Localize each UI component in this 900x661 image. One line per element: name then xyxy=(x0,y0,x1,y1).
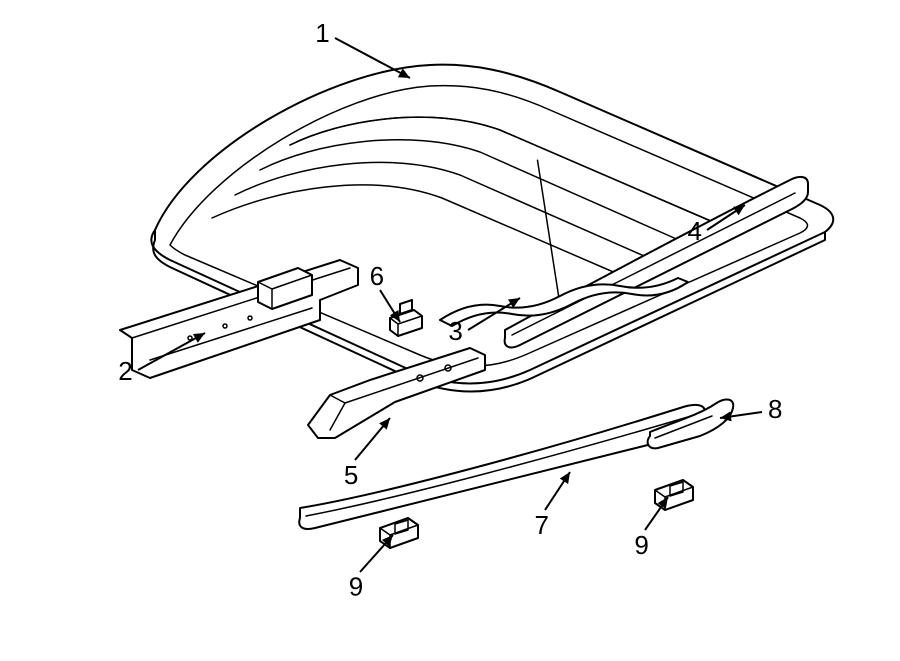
callout-label-roof-panel: 1 xyxy=(315,18,329,48)
parts-diagram: 1 2 3 4 5 6 7 8 9 9 xyxy=(0,0,900,661)
callout-label-drip-rail-clip: 9 xyxy=(349,572,363,602)
callout-label-rail-end: 8 xyxy=(768,394,782,424)
drip-rail-clip-b xyxy=(655,480,693,510)
callout-label-gusset-bracket: 5 xyxy=(344,460,358,490)
callout-label-clip: 6 xyxy=(370,261,384,291)
leader-line xyxy=(335,38,410,78)
callout-label-roof-bow: 3 xyxy=(448,316,462,346)
arrowhead-icon xyxy=(560,472,570,484)
callout-label-drip-rail-clip: 9 xyxy=(634,530,648,560)
callout-label-drip-rail: 7 xyxy=(534,510,548,540)
callout-label-side-rail-upper: 4 xyxy=(688,216,702,246)
callout-label-header-panel: 2 xyxy=(118,356,132,386)
